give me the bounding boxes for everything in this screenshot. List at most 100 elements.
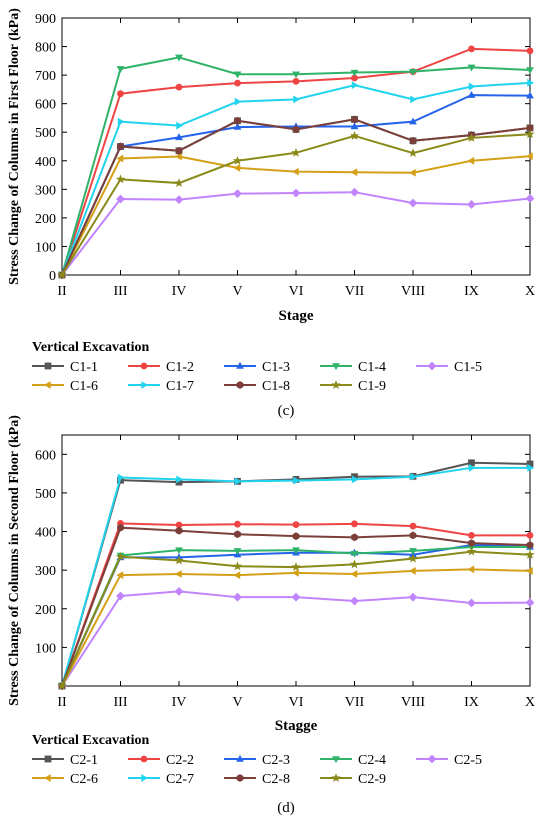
data-point — [175, 54, 183, 62]
x-tick-label: VIII — [401, 695, 425, 710]
legend-marker — [44, 755, 52, 763]
legend-label: C2-7 — [166, 772, 194, 787]
data-point — [409, 68, 417, 76]
data-point — [467, 91, 476, 98]
data-point — [291, 568, 299, 577]
x-tick-label: III — [114, 695, 128, 710]
data-point — [467, 565, 475, 574]
data-point — [408, 198, 418, 208]
data-point — [351, 74, 358, 82]
panel-label: (d) — [277, 800, 295, 816]
data-point — [116, 194, 125, 204]
legend-label: C1-1 — [70, 360, 98, 375]
data-point — [293, 476, 301, 485]
data-point — [116, 66, 125, 73]
legend-item-C1-5: C1-5 — [416, 360, 482, 375]
data-point — [175, 526, 183, 535]
legend-item-C1-2: C1-2 — [128, 360, 194, 375]
data-point — [468, 459, 475, 467]
legend-label: C1-2 — [166, 360, 194, 375]
y-tick-label: 500 — [35, 487, 56, 502]
legend-label: C2-6 — [70, 772, 98, 787]
data-point — [351, 520, 358, 528]
data-point — [291, 147, 301, 157]
data-point — [175, 146, 183, 155]
data-point — [292, 77, 300, 85]
data-point — [525, 129, 535, 139]
data-point — [350, 69, 359, 77]
data-point — [350, 168, 358, 177]
data-point — [57, 270, 67, 279]
data-point — [291, 167, 299, 176]
data-point — [232, 155, 243, 165]
x-axis-title: Stagge — [275, 718, 318, 734]
series-C2-7 — [59, 463, 535, 690]
data-point — [115, 174, 126, 184]
series-C2-8 — [58, 523, 534, 690]
x-tick-label: V — [232, 284, 242, 299]
data-point — [350, 570, 358, 578]
data-point — [351, 473, 358, 481]
data-point — [117, 523, 124, 532]
x-tick-label: IX — [464, 695, 479, 710]
legend-item-C1-9: C1-9 — [320, 379, 386, 394]
data-point — [234, 116, 241, 125]
x-tick-label: IV — [172, 284, 187, 299]
data-point — [525, 598, 535, 608]
series-C1-3 — [58, 91, 534, 278]
data-point — [527, 78, 535, 87]
series-C1-9 — [57, 129, 535, 279]
legend-item-C2-5: C2-5 — [416, 753, 482, 768]
x-tick-label: VII — [345, 695, 365, 710]
data-point — [351, 81, 359, 90]
data-point — [175, 478, 183, 486]
series-line — [61, 466, 530, 687]
data-point — [467, 156, 475, 165]
y-axis-title: Stress Change of Columns in Second Floor… — [7, 415, 22, 706]
data-point — [409, 548, 417, 555]
data-point — [526, 541, 534, 549]
data-point — [116, 591, 125, 601]
legend: Vertical Excavation C1-1 C1-2 C1-3 C1-4 C1-5 C… — [32, 340, 482, 394]
data-point — [467, 64, 476, 72]
y-tick-label: 100 — [35, 641, 56, 656]
data-point — [466, 133, 477, 142]
data-point — [233, 123, 242, 130]
legend-label: C1-7 — [166, 379, 194, 394]
legend-marker — [332, 363, 340, 371]
data-point — [525, 549, 535, 559]
y-tick-label: 200 — [35, 603, 56, 618]
panel-label: (c) — [278, 403, 295, 419]
y-tick-label: 200 — [35, 212, 56, 227]
data-point — [409, 136, 417, 145]
data-point — [468, 539, 475, 548]
legend-marker — [141, 381, 149, 389]
legend-marker — [331, 380, 341, 389]
data-point — [466, 546, 477, 556]
legend-item-C2-9: C2-9 — [320, 772, 386, 787]
legend-marker — [236, 381, 244, 389]
legend-label: C2-3 — [262, 753, 290, 768]
data-point — [467, 598, 476, 608]
data-point — [175, 83, 183, 91]
series-C1-5 — [57, 187, 535, 280]
data-point — [175, 547, 183, 555]
x-tick-label: IX — [464, 284, 479, 299]
data-point — [116, 154, 124, 163]
legend-label: C1-9 — [358, 379, 386, 394]
data-point — [233, 164, 241, 172]
series-C1-7 — [59, 78, 535, 279]
series-C2-9 — [57, 546, 535, 690]
data-point — [409, 522, 417, 530]
legend-marker — [140, 755, 148, 763]
data-point — [233, 592, 242, 602]
data-point — [526, 91, 534, 99]
x-tick-label: II — [57, 284, 67, 299]
data-point — [410, 472, 418, 481]
legend-marker — [140, 362, 148, 370]
data-point — [117, 142, 124, 151]
data-point — [234, 79, 241, 87]
series-line — [61, 81, 531, 276]
legend-label: C2-8 — [262, 772, 290, 787]
